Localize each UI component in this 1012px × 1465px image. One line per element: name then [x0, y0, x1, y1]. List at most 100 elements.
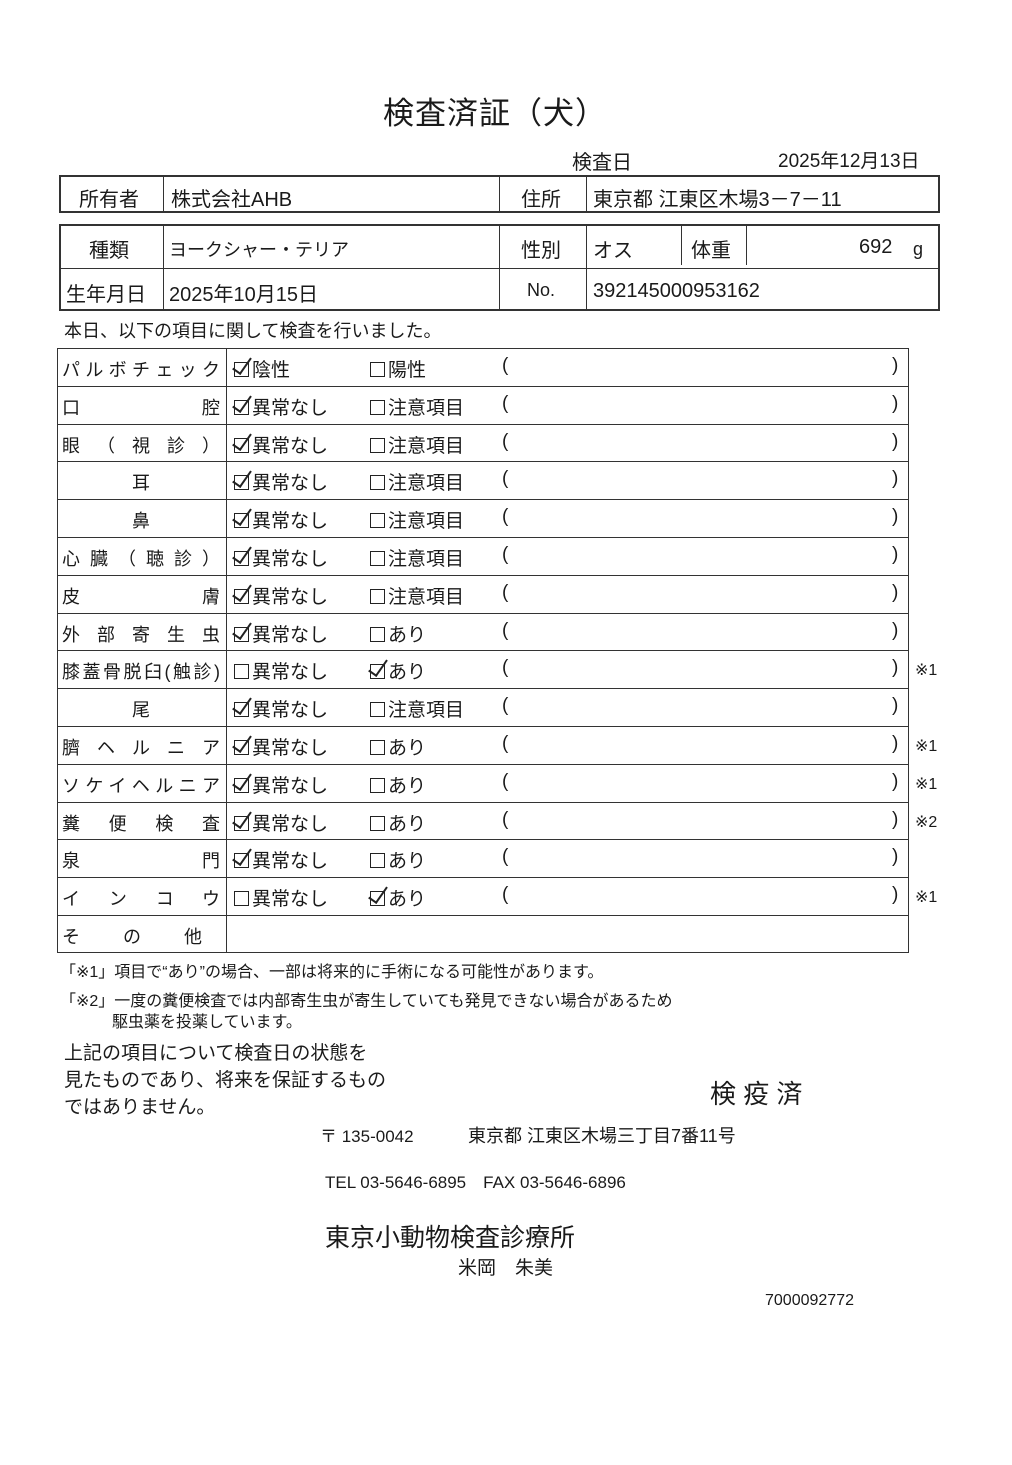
option-label: 異常なし — [252, 624, 329, 646]
checkbox-icon[interactable] — [370, 853, 385, 869]
checkbox-icon[interactable] — [370, 664, 385, 680]
exam-date: 2025年12月13日 — [778, 151, 920, 172]
weight-value: 692 — [859, 236, 893, 258]
option-1: 異常なし — [234, 695, 328, 722]
checkbox-icon[interactable] — [234, 739, 249, 755]
option-label: 異常なし — [252, 435, 329, 457]
checkbox-icon[interactable] — [234, 777, 249, 793]
option-label: あり — [388, 851, 427, 873]
column-divider — [226, 537, 227, 575]
checkbox-icon[interactable] — [234, 475, 249, 491]
checkbox-icon[interactable] — [370, 362, 385, 377]
checklist-row: 糞便検査 異常なし あり () ※2 — [57, 801, 937, 840]
checkbox-icon[interactable] — [370, 702, 385, 718]
checklist-row: 皮膚 異常なし 注意項目 () — [57, 574, 909, 613]
checklist-row: 泉門 異常なし あり () — [57, 839, 909, 878]
checkbox-icon[interactable] — [234, 588, 249, 604]
checkbox-icon[interactable] — [234, 513, 249, 529]
checkbox-icon[interactable] — [370, 475, 385, 491]
checkbox-icon[interactable] — [370, 437, 385, 453]
column-divider — [226, 651, 227, 689]
paren-open: ( — [502, 808, 509, 830]
item-label: 耳 — [132, 473, 150, 494]
owner-table: 所有者 株式会社AHB 住所 東京都 江東区木場3－7－11 — [59, 175, 940, 213]
paren-open: ( — [502, 581, 509, 603]
checklist-row: パルボチェック 陰性 陽性 () — [57, 348, 909, 386]
clinic-address: 東京都 江東区木場三丁目7番11号 — [468, 1126, 736, 1146]
option-2: あり — [370, 846, 426, 873]
item-label: 泉門 — [62, 851, 220, 872]
sex-label: 性別 — [521, 240, 561, 262]
checkbox-icon[interactable] — [370, 815, 385, 831]
checkbox-icon[interactable] — [370, 626, 385, 642]
option-2: 注意項目 — [370, 544, 464, 571]
column-divider — [226, 613, 227, 651]
option-label: 異常なし — [252, 851, 329, 873]
checkbox-icon[interactable] — [234, 815, 249, 831]
option-2: 注意項目 — [370, 582, 464, 609]
option-label: 異常なし — [252, 889, 329, 911]
option-1: 異常なし — [234, 771, 328, 798]
intro-text: 本日、以下の項目に関して検査を行いました。 — [64, 321, 442, 341]
option-1: 異常なし — [234, 846, 328, 873]
option-1: 異常なし — [234, 657, 328, 684]
option-label: 異常なし — [252, 775, 329, 797]
checklist-row: 外部寄生虫 異常なし あり () — [57, 612, 909, 651]
quarantine-stamp: 検 疫 済 — [710, 1079, 803, 1109]
footnote-mark: ※2 — [915, 813, 938, 831]
checklist-row: 眼（視診） 異常なし 注意項目 () — [57, 423, 909, 462]
column-divider — [226, 840, 227, 878]
weight-unit: g — [913, 239, 924, 259]
column-divider — [226, 802, 227, 840]
page-title: 検査済証（犬） — [383, 96, 607, 131]
checklist-row: 心臓（聴診） 異常なし 注意項目 () — [57, 536, 909, 575]
option-label: 異常なし — [252, 473, 329, 495]
checkbox-icon[interactable] — [234, 399, 249, 415]
paren-open: ( — [502, 657, 509, 679]
option-2: 陽性 — [370, 355, 426, 382]
disclaimer: 上記の項目について検査日の状態を 見たものであり、将来を保証するもの ではありま… — [64, 1040, 386, 1121]
checkbox-icon[interactable] — [234, 362, 249, 377]
column-divider — [226, 915, 227, 952]
item-label: 眼（視診） — [62, 435, 220, 456]
checkbox-icon[interactable] — [234, 550, 249, 566]
checkbox-icon[interactable] — [234, 664, 249, 680]
checkbox-icon[interactable] — [370, 891, 385, 907]
checkbox-icon[interactable] — [370, 513, 385, 529]
paren-close: ) — [892, 770, 899, 792]
checklist-row: 臍ヘルニア 異常なし あり () ※1 — [57, 725, 937, 764]
clinic-name: 東京小動物検査診療所 — [325, 1224, 576, 1252]
checkbox-icon[interactable] — [370, 777, 385, 793]
option-label: あり — [388, 813, 427, 835]
checkbox-icon[interactable] — [234, 702, 249, 718]
checklist-row: ソケイヘルニア 異常なし あり () ※1 — [57, 763, 937, 802]
option-2: 注意項目 — [370, 431, 464, 458]
checkbox-icon[interactable] — [370, 399, 385, 415]
column-divider — [226, 424, 227, 462]
checkbox-icon[interactable] — [234, 437, 249, 453]
checkbox-icon[interactable] — [370, 550, 385, 566]
serial-number: 7000092772 — [765, 1292, 854, 1309]
paren-open: ( — [502, 355, 509, 376]
checklist-table: パルボチェック 陰性 陽性() 口腔 異常なし 注意項目() 眼（視診） 異常なし 注意項目()… — [57, 348, 937, 953]
option-label: あり — [388, 624, 427, 646]
option-1: 異常なし — [234, 582, 328, 609]
checkbox-icon[interactable] — [234, 853, 249, 869]
item-label: 糞便検査 — [62, 813, 220, 834]
checkbox-icon[interactable] — [234, 626, 249, 642]
checkbox-icon[interactable] — [234, 891, 249, 907]
option-label: 異常なし — [252, 548, 329, 570]
breed-value: ヨークシャー・テリア — [169, 240, 349, 260]
item-label: インコウ — [62, 889, 220, 910]
checkbox-icon[interactable] — [370, 739, 385, 755]
option-label: 陰性 — [252, 360, 291, 381]
disclaimer-line: ではありません。 — [64, 1097, 216, 1118]
checklist-row: 口腔 異常なし 注意項目 () — [57, 385, 909, 424]
option-1: 異常なし — [234, 393, 328, 420]
checklist-row: 尾 異常なし 注意項目 () — [57, 688, 909, 726]
option-label: あり — [388, 775, 427, 797]
option-label: 注意項目 — [388, 700, 465, 722]
option-label: 異常なし — [252, 737, 329, 759]
option-1: 陰性 — [234, 355, 290, 382]
checkbox-icon[interactable] — [370, 588, 385, 604]
